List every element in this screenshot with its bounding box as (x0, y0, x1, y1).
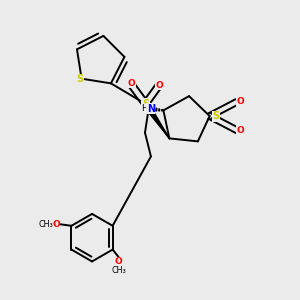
Text: CH₃: CH₃ (111, 266, 126, 275)
Text: S: S (213, 111, 220, 121)
Text: O: O (236, 97, 244, 106)
Text: CH₃: CH₃ (38, 220, 53, 229)
Polygon shape (143, 102, 170, 138)
Text: O: O (156, 81, 164, 90)
Text: H: H (142, 104, 148, 113)
Text: O: O (236, 126, 244, 135)
Text: O: O (115, 257, 122, 266)
Text: S: S (76, 74, 84, 84)
Text: N: N (147, 104, 155, 114)
Text: S: S (142, 99, 149, 109)
Text: O: O (52, 220, 60, 229)
Text: O: O (128, 79, 135, 88)
